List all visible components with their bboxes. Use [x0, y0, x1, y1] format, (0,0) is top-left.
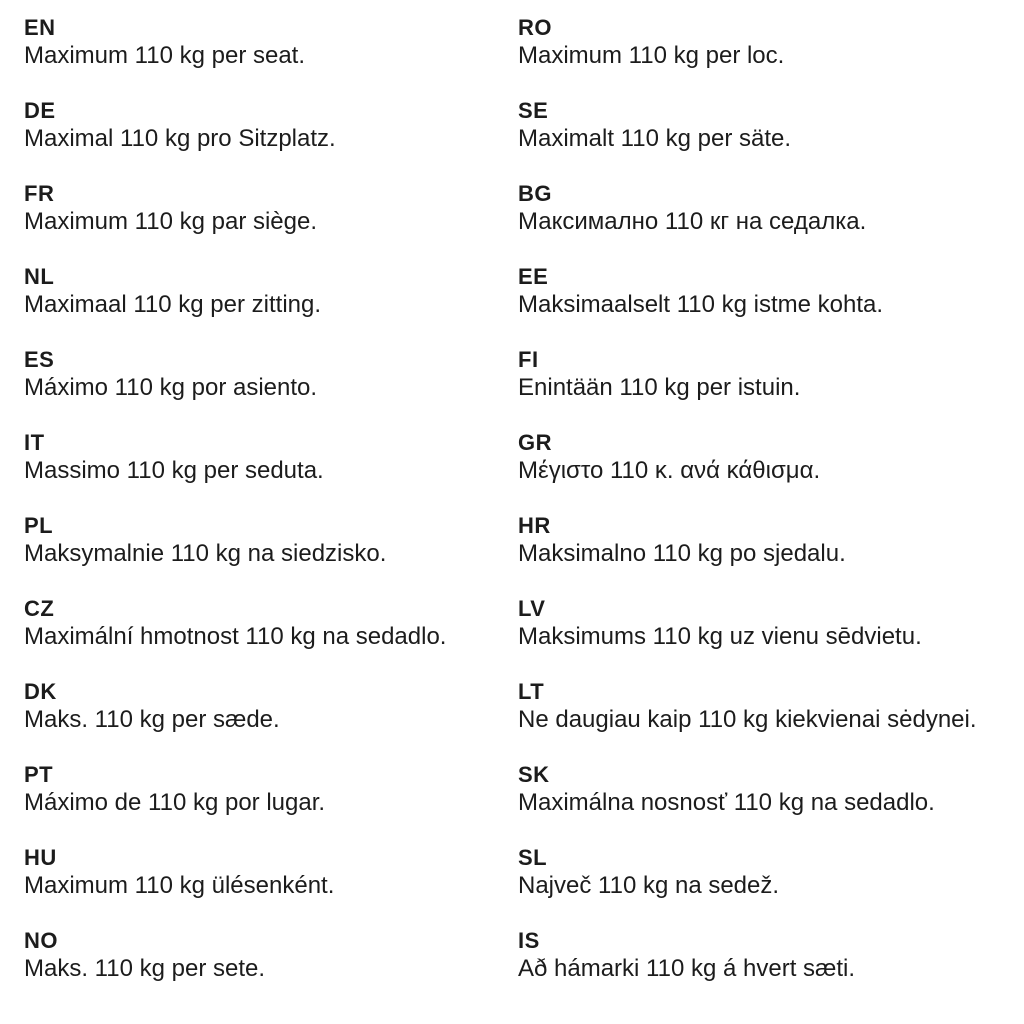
language-entry: PT Máximo de 110 kg por lugar. — [24, 761, 518, 817]
translation-text: Maximum 110 kg ülésenként. — [24, 872, 335, 899]
language-code: BG — [518, 181, 552, 206]
language-code: PL — [24, 513, 54, 538]
translation-text: Maximálna nosnosť 110 kg na sedadlo. — [518, 789, 935, 816]
language-code: IT — [24, 430, 45, 455]
translation-text: Maks. 110 kg per sete. — [24, 955, 266, 982]
translation-text: Maximum 110 kg par siège. — [24, 208, 318, 235]
language-code: LV — [518, 596, 546, 621]
translation-text: Максимално 110 кг на седалка. — [518, 208, 867, 235]
translation-text: Ne daugiau kaip 110 kg kiekvienai sėdyne… — [518, 706, 977, 733]
language-code: DK — [24, 679, 57, 704]
language-entry: HR Maksimalno 110 kg po sjedalu. — [518, 512, 1024, 568]
language-code: PT — [24, 762, 54, 787]
language-entry: RO Maximum 110 kg per loc. — [518, 14, 1024, 70]
language-code: EN — [24, 15, 56, 40]
language-code: SK — [518, 762, 550, 787]
language-code: DE — [24, 98, 56, 123]
language-code: ES — [24, 347, 55, 372]
language-entry: DK Maks. 110 kg per sæde. — [24, 678, 518, 734]
translation-text: Maksimalno 110 kg po sjedalu. — [518, 540, 846, 567]
language-code: HU — [24, 845, 57, 870]
language-entry: EE Maksimaalselt 110 kg istme kohta. — [518, 263, 1024, 319]
translation-text: Maximaal 110 kg per zitting. — [24, 291, 322, 318]
language-code: GR — [518, 430, 552, 455]
language-code: SE — [518, 98, 549, 123]
translation-text: Maksymalnie 110 kg na siedzisko. — [24, 540, 387, 567]
translation-text: Massimo 110 kg per seduta. — [24, 457, 324, 484]
language-code: HR — [518, 513, 551, 538]
translation-text: Maximalt 110 kg per säte. — [518, 125, 792, 152]
language-entry: SL Največ 110 kg na sedež. — [518, 844, 1024, 900]
language-entry: EN Maximum 110 kg per seat. — [24, 14, 518, 70]
language-entry: LV Maksimums 110 kg uz vienu sēdvietu. — [518, 595, 1024, 651]
language-code: SL — [518, 845, 548, 870]
language-code: CZ — [24, 596, 55, 621]
language-code: NL — [24, 264, 55, 289]
language-entry: ES Máximo 110 kg por asiento. — [24, 346, 518, 402]
language-code: IS — [518, 928, 540, 953]
translation-text: Máximo de 110 kg por lugar. — [24, 789, 326, 816]
translation-text: Að hámarki 110 kg á hvert sæti. — [518, 955, 856, 982]
language-entry: CZ Maximální hmotnost 110 kg na sedadlo. — [24, 595, 518, 651]
language-code: FI — [518, 347, 539, 372]
language-entry: HU Maximum 110 kg ülésenként. — [24, 844, 518, 900]
translations-column-right: RO Maximum 110 kg per loc. SE Maximalt 1… — [518, 14, 1024, 1024]
language-entry: LT Ne daugiau kaip 110 kg kiekvienai sėd… — [518, 678, 1024, 734]
language-code: LT — [518, 679, 545, 704]
translation-text: Enintään 110 kg per istuin. — [518, 374, 801, 401]
language-code: NO — [24, 928, 58, 953]
language-entry: IS Að hámarki 110 kg á hvert sæti. — [518, 927, 1024, 983]
translation-text: Največ 110 kg na sedež. — [518, 872, 780, 899]
translation-text: Máximo 110 kg por asiento. — [24, 374, 318, 401]
language-entry: PL Maksymalnie 110 kg na siedzisko. — [24, 512, 518, 568]
translation-text: Maximum 110 kg per loc. — [518, 42, 785, 69]
language-entry: DE Maximal 110 kg pro Sitzplatz. — [24, 97, 518, 153]
translation-text: Μέγιστο 110 κ. ανά κάθισμα. — [518, 457, 821, 484]
language-entry: FR Maximum 110 kg par siège. — [24, 180, 518, 236]
language-entry: IT Massimo 110 kg per seduta. — [24, 429, 518, 485]
translation-text: Maximum 110 kg per seat. — [24, 42, 306, 69]
translation-text: Maks. 110 kg per sæde. — [24, 706, 280, 733]
language-code: FR — [24, 181, 55, 206]
language-entry: BG Максимално 110 кг на седалка. — [518, 180, 1024, 236]
language-entry: NO Maks. 110 kg per sete. — [24, 927, 518, 983]
translation-text: Maximální hmotnost 110 kg na sedadlo. — [24, 623, 447, 650]
translations-column-left: EN Maximum 110 kg per seat. DE Maximal 1… — [24, 14, 518, 1024]
language-code: EE — [518, 264, 549, 289]
language-entry: SK Maximálna nosnosť 110 kg na sedadlo. — [518, 761, 1024, 817]
language-entry: SE Maximalt 110 kg per säte. — [518, 97, 1024, 153]
language-code: RO — [518, 15, 552, 40]
translation-text: Maksimaalselt 110 kg istme kohta. — [518, 291, 884, 318]
language-entry: FI Enintään 110 kg per istuin. — [518, 346, 1024, 402]
translation-text: Maximal 110 kg pro Sitzplatz. — [24, 125, 336, 152]
language-entry: NL Maximaal 110 kg per zitting. — [24, 263, 518, 319]
language-entry: GR Μέγιστο 110 κ. ανά κάθισμα. — [518, 429, 1024, 485]
translation-text: Maksimums 110 kg uz vienu sēdvietu. — [518, 623, 922, 650]
